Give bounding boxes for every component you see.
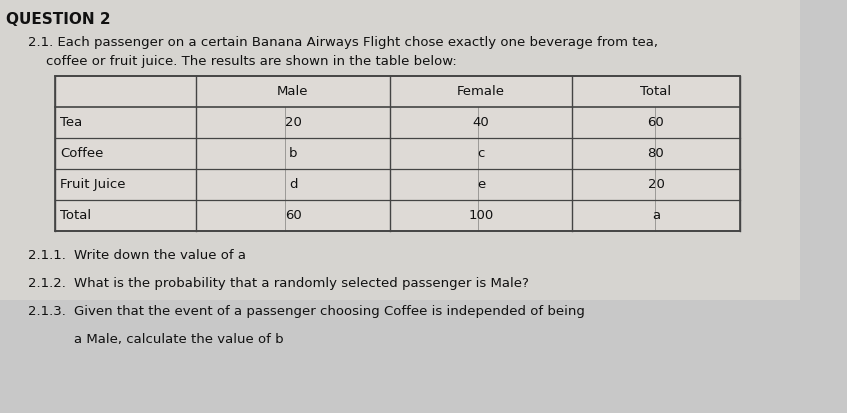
Text: e: e (477, 178, 485, 191)
Text: a: a (652, 209, 660, 222)
Text: 60: 60 (285, 209, 302, 222)
Bar (55, 76, 740, 231)
Text: a Male, calculate the value of b: a Male, calculate the value of b (74, 333, 284, 346)
Text: 2.1.1.: 2.1.1. (28, 249, 66, 262)
Text: 2.1.3.: 2.1.3. (28, 305, 66, 318)
Text: Coffee: Coffee (60, 147, 103, 160)
Text: Fruit Juice: Fruit Juice (60, 178, 125, 191)
Text: Tea: Tea (60, 116, 82, 129)
Text: Male: Male (277, 85, 309, 98)
Text: 80: 80 (648, 147, 664, 160)
Text: b: b (289, 147, 297, 160)
Text: c: c (478, 147, 484, 160)
Text: Given that the event of a passenger choosing Coffee is independed of being: Given that the event of a passenger choo… (74, 305, 585, 318)
Text: 20: 20 (648, 178, 664, 191)
Text: What is the probability that a randomly selected passenger is Male?: What is the probability that a randomly … (74, 277, 529, 290)
Text: 60: 60 (648, 116, 664, 129)
Text: Total: Total (60, 209, 91, 222)
Text: coffee or fruit juice. The results are shown in the table below:: coffee or fruit juice. The results are s… (46, 55, 457, 68)
Text: 2.1.2.: 2.1.2. (28, 277, 66, 290)
Text: Write down the value of a: Write down the value of a (74, 249, 246, 262)
Text: 100: 100 (468, 209, 494, 222)
Text: 2.1. Each passenger on a certain Banana Airways Flight chose exactly one beverag: 2.1. Each passenger on a certain Banana … (28, 36, 658, 49)
Bar (0, 0, 800, 300)
Text: Female: Female (457, 85, 505, 98)
Text: Total: Total (640, 85, 672, 98)
Text: 20: 20 (285, 116, 302, 129)
Text: QUESTION 2: QUESTION 2 (6, 12, 111, 27)
Text: d: d (289, 178, 297, 191)
Text: 40: 40 (473, 116, 490, 129)
